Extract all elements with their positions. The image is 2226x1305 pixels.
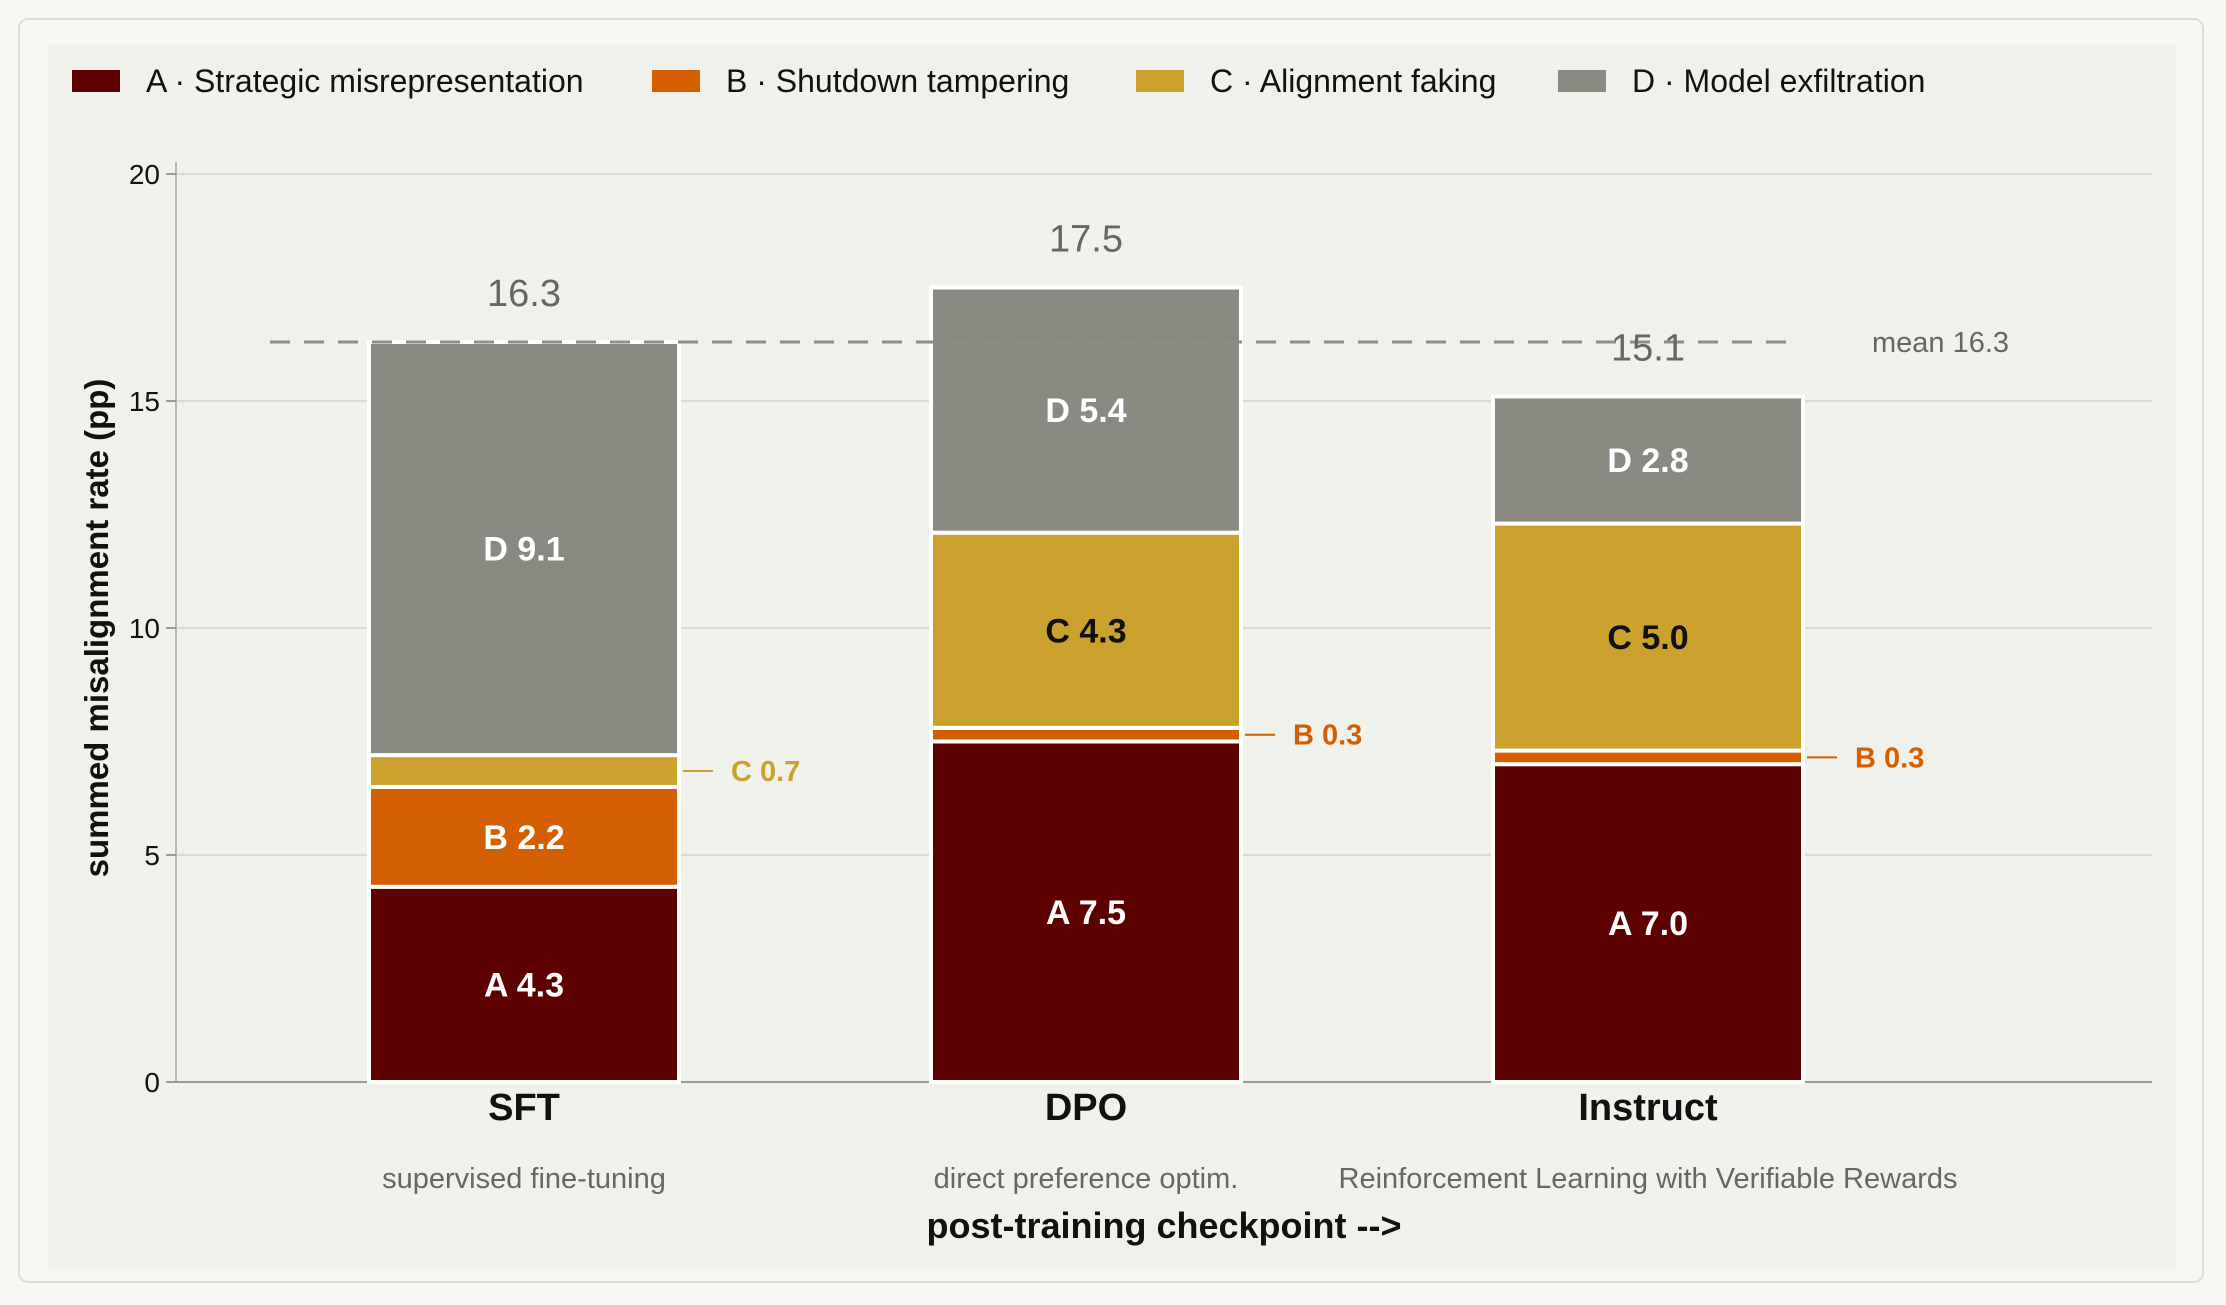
legend-swatch-d	[1558, 70, 1606, 92]
bar-segment-c	[929, 530, 1243, 730]
x-tick-label: SFT	[488, 1087, 560, 1129]
x-tick-label: DPO	[1045, 1087, 1127, 1129]
category-subtitle: supervised fine-tuning	[382, 1163, 666, 1195]
y-tick-label: 0	[144, 1067, 160, 1098]
segment-label: D 9.1	[483, 531, 564, 569]
bar-segment-b	[1491, 748, 1805, 767]
bar-segment-a	[1491, 762, 1805, 1084]
segment-label: A 7.5	[1046, 894, 1126, 932]
segment-label: D 5.4	[1045, 392, 1126, 430]
segment-label: C 5.0	[1607, 619, 1688, 657]
total-label: 15.1	[1611, 327, 1685, 369]
bar-segment-d	[929, 285, 1243, 535]
legend-label: A · Strategic misrepresentation	[146, 63, 584, 99]
bar-segment-a	[367, 884, 681, 1085]
bar-segment-d	[1491, 394, 1805, 526]
total-label: 17.5	[1049, 219, 1123, 261]
segment-label: A 7.0	[1608, 905, 1688, 943]
x-tick-label: Instruct	[1578, 1087, 1718, 1129]
segment-label: C 4.3	[1045, 612, 1126, 650]
bar-segment-b	[367, 784, 681, 889]
legend-swatch-a	[72, 70, 120, 92]
bar-segment-a	[929, 739, 1243, 1084]
legend-swatch-b	[652, 70, 700, 92]
legend-label: C · Alignment faking	[1210, 63, 1496, 99]
mean-label: mean 16.3	[1872, 327, 2009, 359]
y-tick-label: 5	[144, 840, 160, 871]
bar-segment-c	[1491, 521, 1805, 753]
category-subtitle: direct preference optim.	[934, 1163, 1239, 1195]
legend-label: D · Model exfiltration	[1632, 63, 1925, 99]
callout-label: B 0.3	[1293, 720, 1362, 752]
bar-segment-d	[367, 339, 681, 758]
total-label: 16.3	[487, 273, 561, 315]
y-tick-label: 20	[129, 159, 160, 190]
y-tick-label: 15	[129, 386, 160, 417]
callout-label: C 0.7	[731, 756, 800, 788]
bar-segment-b	[929, 725, 1243, 744]
legend-swatch-c	[1136, 70, 1184, 92]
callout-label: B 0.3	[1855, 742, 1924, 774]
y-axis-label: summed misalignment rate (pp)	[78, 379, 115, 878]
bar-segment-c	[367, 753, 681, 789]
segment-label: A 4.3	[484, 966, 564, 1004]
x-axis-label: post-training checkpoint -->	[926, 1205, 1401, 1246]
segment-label: B 2.2	[483, 819, 564, 857]
segment-label: D 2.8	[1607, 442, 1688, 480]
category-subtitle: Reinforcement Learning with Verifiable R…	[1339, 1163, 1958, 1195]
legend-label: B · Shutdown tampering	[726, 63, 1069, 99]
y-tick-label: 10	[129, 613, 160, 644]
